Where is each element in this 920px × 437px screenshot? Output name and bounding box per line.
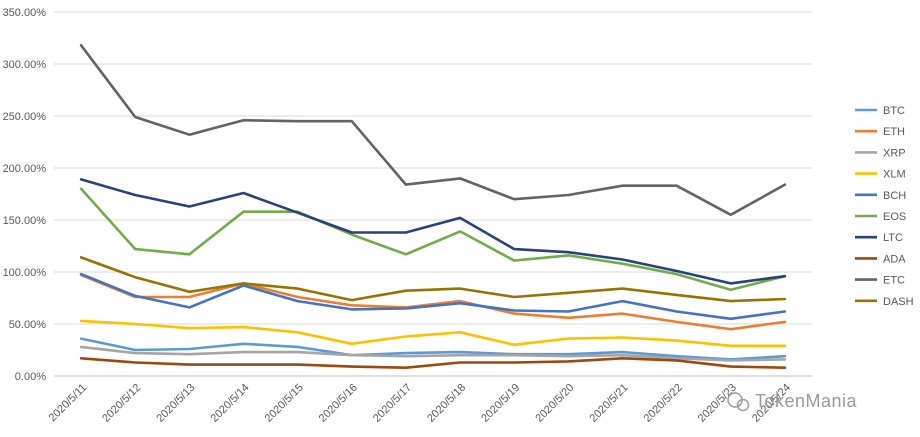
y-tick-label: 250.00% xyxy=(3,111,47,123)
x-tick-label: 2020/5/22 xyxy=(642,382,685,425)
x-tick-label: 2020/5/16 xyxy=(317,382,360,425)
x-tick-label: 2020/5/11 xyxy=(47,382,90,425)
legend-label: EOS xyxy=(883,211,906,223)
legend-label: BCH xyxy=(883,190,906,202)
y-tick-label: 200.00% xyxy=(3,163,47,175)
legend-label: LTC xyxy=(883,232,903,244)
series-line-eth xyxy=(79,273,787,331)
legend: BTC ETH XRP XLM BCH EOS LTC ADA ETC DASH xyxy=(855,105,914,308)
y-axis-ticks: 0.00% 50.00% 100.00% 150.00% 200.00% 250.00% 3… xyxy=(3,7,47,383)
x-tick-label: 2020/5/17 xyxy=(371,382,414,425)
x-tick-label: 2020/5/14 xyxy=(209,382,252,425)
watermark-text: TokenMania xyxy=(755,391,858,411)
y-tick-label: 150.00% xyxy=(3,215,47,227)
legend-label: ETH xyxy=(883,126,905,138)
y-tick-label: 50.00% xyxy=(9,319,47,331)
y-tick-label: 100.00% xyxy=(3,267,47,279)
series-line-dash xyxy=(79,256,787,303)
series-line-ada xyxy=(79,356,787,370)
legend-label: XLM xyxy=(883,169,906,181)
series-lines xyxy=(79,43,787,370)
x-tick-label: 2020/5/19 xyxy=(479,382,522,425)
wechat-logo-icon xyxy=(727,392,750,412)
series-line-eos xyxy=(79,187,787,292)
y-tick-label: 350.00% xyxy=(3,7,47,19)
series-line-etc xyxy=(79,43,787,217)
x-tick-label: 2020/5/13 xyxy=(154,382,197,425)
series-line-bch xyxy=(79,272,787,321)
x-tick-label: 2020/5/20 xyxy=(533,382,576,425)
x-tick-label: 2020/5/21 xyxy=(588,382,631,425)
series-line-xrp xyxy=(79,345,787,362)
gridlines xyxy=(54,11,812,377)
x-axis-ticks: 2020/5/11 2020/5/12 2020/5/13 2020/5/14 2020… xyxy=(47,382,793,425)
series-line-ltc xyxy=(79,178,787,285)
y-tick-label: 300.00% xyxy=(3,59,47,71)
legend-label: DASH xyxy=(883,296,914,308)
legend-label: ADA xyxy=(883,253,906,265)
series-line-btc xyxy=(79,337,787,361)
legend-label: ETC xyxy=(883,275,905,287)
x-tick-label: 2020/5/12 xyxy=(100,382,143,425)
x-tick-label: 2020/5/18 xyxy=(425,382,468,425)
x-tick-label: 2020/5/15 xyxy=(263,382,306,425)
legend-label: XRP xyxy=(883,147,906,159)
y-tick-label: 0.00% xyxy=(15,371,46,383)
series-line-xlm xyxy=(79,319,787,348)
watermark: TokenMania xyxy=(727,391,858,412)
legend-label: BTC xyxy=(883,105,905,117)
x-tick-label: 2020/5/23 xyxy=(696,382,739,425)
